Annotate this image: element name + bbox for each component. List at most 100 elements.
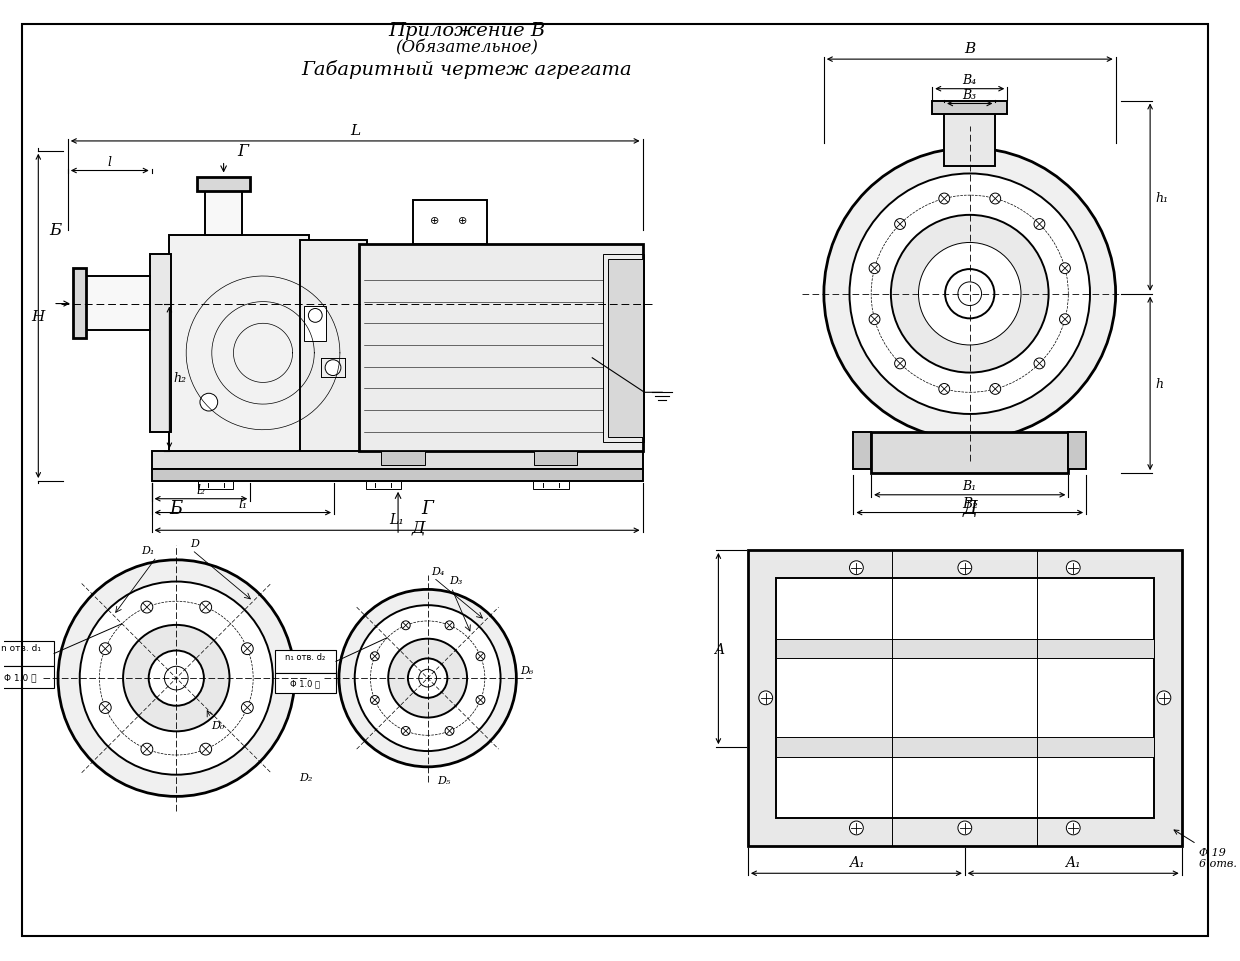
Text: ⊕: ⊕ bbox=[430, 215, 439, 226]
Circle shape bbox=[1059, 314, 1070, 326]
Bar bbox=[151, 470, 642, 481]
Circle shape bbox=[945, 270, 994, 319]
Circle shape bbox=[919, 243, 1021, 346]
Bar bbox=[608, 259, 642, 437]
Circle shape bbox=[849, 174, 1090, 414]
Circle shape bbox=[99, 702, 112, 714]
Text: D₁: D₁ bbox=[141, 545, 155, 555]
Circle shape bbox=[869, 314, 880, 326]
Circle shape bbox=[1059, 263, 1070, 274]
Circle shape bbox=[476, 696, 485, 704]
Circle shape bbox=[849, 822, 863, 835]
Text: D₆: D₆ bbox=[521, 666, 533, 676]
Bar bbox=[533, 481, 569, 489]
Circle shape bbox=[939, 194, 950, 205]
Circle shape bbox=[476, 653, 485, 661]
Text: D₄: D₄ bbox=[432, 566, 445, 576]
Circle shape bbox=[309, 309, 322, 323]
Text: (Обязательное): (Обязательное) bbox=[396, 39, 538, 57]
Circle shape bbox=[759, 691, 773, 705]
Text: l: l bbox=[108, 156, 112, 168]
Circle shape bbox=[123, 626, 229, 731]
Circle shape bbox=[823, 149, 1116, 440]
Bar bbox=[151, 452, 642, 470]
Text: B: B bbox=[965, 42, 976, 56]
Bar bbox=[305, 307, 326, 342]
Text: n₁ отв. d₂: n₁ отв. d₂ bbox=[285, 653, 326, 661]
Bar bbox=[170, 235, 309, 452]
Text: Б: Б bbox=[170, 499, 184, 517]
Text: H: H bbox=[31, 309, 45, 324]
Text: Г: Г bbox=[237, 143, 248, 160]
Text: Φ 19
6 отв.: Φ 19 6 отв. bbox=[1174, 830, 1238, 869]
Bar bbox=[205, 185, 242, 235]
Bar bbox=[382, 452, 424, 466]
Text: A₁: A₁ bbox=[1065, 855, 1081, 870]
Bar bbox=[150, 255, 171, 432]
Circle shape bbox=[1034, 219, 1045, 231]
Text: D: D bbox=[190, 538, 198, 549]
Text: D₅: D₅ bbox=[436, 775, 450, 785]
Text: A: A bbox=[714, 642, 724, 655]
Text: h₁: h₁ bbox=[1154, 191, 1168, 205]
Circle shape bbox=[990, 384, 1001, 395]
Text: Φ 1.0 Ⓜ: Φ 1.0 Ⓜ bbox=[4, 673, 37, 682]
Bar bbox=[932, 102, 1007, 115]
Bar bbox=[0, 667, 55, 688]
Bar bbox=[275, 650, 336, 674]
Circle shape bbox=[99, 643, 112, 655]
Bar bbox=[300, 245, 311, 442]
Bar bbox=[748, 551, 1182, 846]
Bar bbox=[413, 201, 487, 245]
Bar bbox=[775, 578, 1154, 818]
Text: B₂: B₂ bbox=[962, 496, 977, 510]
Circle shape bbox=[869, 263, 880, 274]
Circle shape bbox=[445, 727, 454, 735]
Circle shape bbox=[402, 621, 410, 630]
Text: L: L bbox=[350, 124, 361, 137]
Circle shape bbox=[419, 670, 436, 687]
Text: Габаритный чертеж агрегата: Габаритный чертеж агрегата bbox=[301, 61, 632, 80]
Text: A₁: A₁ bbox=[848, 855, 864, 870]
Bar bbox=[197, 178, 250, 192]
Text: Б: Б bbox=[48, 222, 61, 239]
Text: D₃: D₃ bbox=[449, 576, 463, 586]
Bar bbox=[275, 674, 336, 693]
Circle shape bbox=[165, 667, 188, 690]
Circle shape bbox=[58, 560, 295, 797]
Bar bbox=[775, 639, 1154, 658]
Text: h: h bbox=[1154, 378, 1163, 390]
Circle shape bbox=[990, 194, 1001, 205]
Circle shape bbox=[894, 219, 905, 231]
Circle shape bbox=[959, 822, 972, 835]
Circle shape bbox=[200, 602, 212, 613]
Text: ⊕: ⊕ bbox=[459, 215, 467, 226]
Text: D₀: D₀ bbox=[211, 720, 224, 730]
Bar bbox=[300, 240, 367, 452]
Circle shape bbox=[849, 561, 863, 575]
Circle shape bbox=[355, 605, 501, 752]
Text: l₁: l₁ bbox=[238, 497, 247, 510]
Circle shape bbox=[1066, 822, 1080, 835]
Circle shape bbox=[200, 394, 218, 411]
Bar bbox=[534, 452, 578, 466]
Text: l₂: l₂ bbox=[196, 483, 206, 496]
Circle shape bbox=[445, 621, 454, 630]
Text: L₁: L₁ bbox=[389, 513, 404, 527]
Bar bbox=[86, 277, 150, 331]
Circle shape bbox=[200, 744, 212, 755]
Bar bbox=[198, 481, 233, 489]
Circle shape bbox=[339, 590, 516, 767]
Circle shape bbox=[959, 283, 982, 307]
Circle shape bbox=[939, 384, 950, 395]
Text: Приложение В: Приложение В bbox=[388, 21, 546, 39]
Text: B₄: B₄ bbox=[962, 74, 977, 86]
Circle shape bbox=[1066, 561, 1080, 575]
Text: n отв. d₁: n отв. d₁ bbox=[0, 644, 41, 653]
Circle shape bbox=[141, 602, 153, 613]
Circle shape bbox=[242, 702, 253, 714]
Text: Г: Г bbox=[422, 499, 434, 517]
Bar bbox=[1069, 432, 1086, 470]
Text: B₃: B₃ bbox=[962, 88, 977, 102]
Bar bbox=[853, 432, 872, 470]
